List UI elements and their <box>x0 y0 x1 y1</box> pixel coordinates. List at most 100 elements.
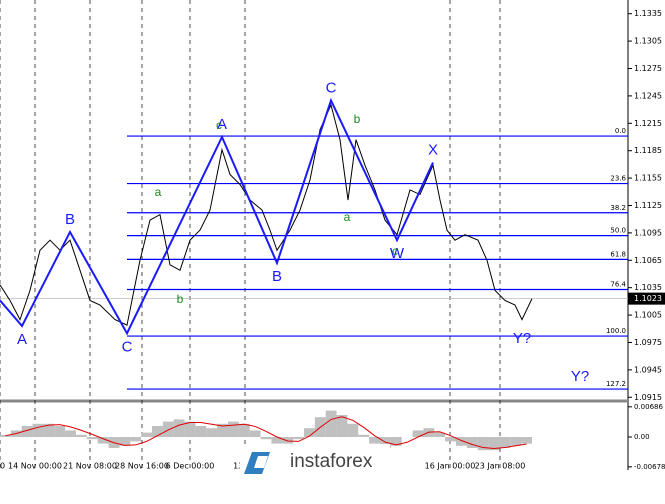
watermark-icon <box>254 456 268 468</box>
osc-bar <box>271 437 283 444</box>
osc-tick-label: 0.00686 <box>634 403 663 411</box>
wave-line <box>0 97 434 336</box>
osc-bar <box>54 426 66 437</box>
fib-label: 0.0 <box>615 127 626 135</box>
wave-label: B <box>272 268 282 285</box>
y-tick-label: 1.1125 <box>634 201 662 210</box>
y-tick-label: 1.1245 <box>634 91 662 100</box>
watermark-text: instaforex <box>290 451 373 472</box>
osc-bar <box>238 423 250 437</box>
fib-label: 23.6 <box>610 175 626 183</box>
osc-bar <box>260 437 272 440</box>
osc-bar <box>76 434 87 437</box>
sub-wave-label: b <box>354 112 361 126</box>
osc-bar <box>369 437 380 444</box>
osc-bar <box>228 421 239 437</box>
osc-bar <box>304 428 315 437</box>
fib-label: 38.2 <box>610 204 626 212</box>
y-tick-label: 1.1095 <box>634 228 662 237</box>
x-tick-label: 16 Jan 00:00 <box>425 462 476 471</box>
y-tick-label: 1.0945 <box>634 365 662 374</box>
osc-bar <box>510 437 522 446</box>
osc-bar <box>162 421 174 437</box>
fib-label: 50.0 <box>610 227 626 235</box>
osc-bar <box>217 423 228 437</box>
y-tick-label: 1.1275 <box>634 64 662 73</box>
sub-wave-label: a <box>155 185 162 199</box>
osc-bar <box>21 426 33 437</box>
osc-bar <box>43 423 55 437</box>
x-tick-label: 23 Jan 08:00 <box>475 462 526 471</box>
target-label: Y? <box>513 330 531 347</box>
y-tick-label: 1.1305 <box>634 37 662 46</box>
wave-label: W <box>390 245 405 262</box>
osc-bar <box>499 437 511 448</box>
x-tick-label: 28 Nov 16:00 <box>115 462 169 471</box>
osc-bar <box>184 421 196 437</box>
sub-wave-label: c <box>392 244 398 258</box>
osc-bar <box>86 437 98 440</box>
osc-bar <box>119 437 131 446</box>
wave-label: B <box>65 211 75 228</box>
osc-bar <box>0 434 11 437</box>
fib-label: 127.2 <box>606 380 626 388</box>
osc-signal <box>5 416 527 449</box>
sub-wave-label: a <box>344 210 351 224</box>
fib-label: 76.4 <box>610 280 626 288</box>
osc-tick-label: -0.00678 <box>634 463 665 471</box>
y-tick-label: 1.1215 <box>634 119 662 128</box>
osc-bar <box>336 415 348 437</box>
osc-bar <box>521 437 532 444</box>
wave-label: X <box>428 142 438 159</box>
osc-bar <box>152 426 163 437</box>
osc-bar <box>477 437 489 451</box>
osc-bar <box>32 423 44 437</box>
target-label: Y? <box>571 368 589 385</box>
y-tick-label: 1.1185 <box>634 146 662 155</box>
y-tick-label: 1.1335 <box>634 9 662 18</box>
osc-bar <box>488 437 500 451</box>
y-tick-label: 1.1155 <box>634 174 662 183</box>
osc-bar <box>358 434 370 437</box>
osc-bar <box>130 437 142 442</box>
osc-bar <box>293 437 304 440</box>
price-line <box>0 103 533 326</box>
x-tick-label: 00 <box>0 462 5 471</box>
y-tick-label: 1.0975 <box>634 338 662 347</box>
wave-label: C <box>326 79 337 96</box>
osc-bar <box>195 426 207 437</box>
osc-bar <box>282 437 294 444</box>
osc-bar <box>456 437 467 446</box>
osc-bar <box>390 437 402 446</box>
y-tick-label: 1.0915 <box>634 393 662 402</box>
y-tick-label: 1.1065 <box>634 256 662 265</box>
watermark: instaforex <box>240 444 390 480</box>
osc-bar <box>173 419 185 437</box>
x-tick-label: 14 Nov 00:00 <box>8 462 62 471</box>
fib-label: 100.0 <box>606 327 626 335</box>
current-price-box <box>628 292 665 305</box>
osc-bar <box>466 437 478 448</box>
osc-bar <box>412 430 424 437</box>
osc-bar <box>206 428 218 437</box>
osc-bar <box>445 437 456 442</box>
osc-bar <box>347 423 359 437</box>
osc-bar <box>141 432 152 437</box>
osc-tick-label: 0.00 <box>634 433 650 441</box>
sub-wave-label: b <box>177 292 184 306</box>
x-tick-label: 21 Nov 08:00 <box>63 462 117 471</box>
y-tick-label: 1.1035 <box>634 283 662 292</box>
osc-bar <box>97 437 109 444</box>
osc-bar <box>325 410 337 437</box>
current-price-label: 1.1023 <box>634 294 662 303</box>
x-tick-label: 6 Dec 00:00 <box>166 462 215 471</box>
sub-wave-label: c <box>216 118 222 132</box>
wave-label: A <box>217 116 227 133</box>
wave-label: C <box>122 338 133 355</box>
osc-bar <box>65 430 76 437</box>
osc-bar <box>249 430 261 437</box>
y-tick-label: 1.1005 <box>634 311 662 320</box>
wave-label: A <box>17 331 27 348</box>
